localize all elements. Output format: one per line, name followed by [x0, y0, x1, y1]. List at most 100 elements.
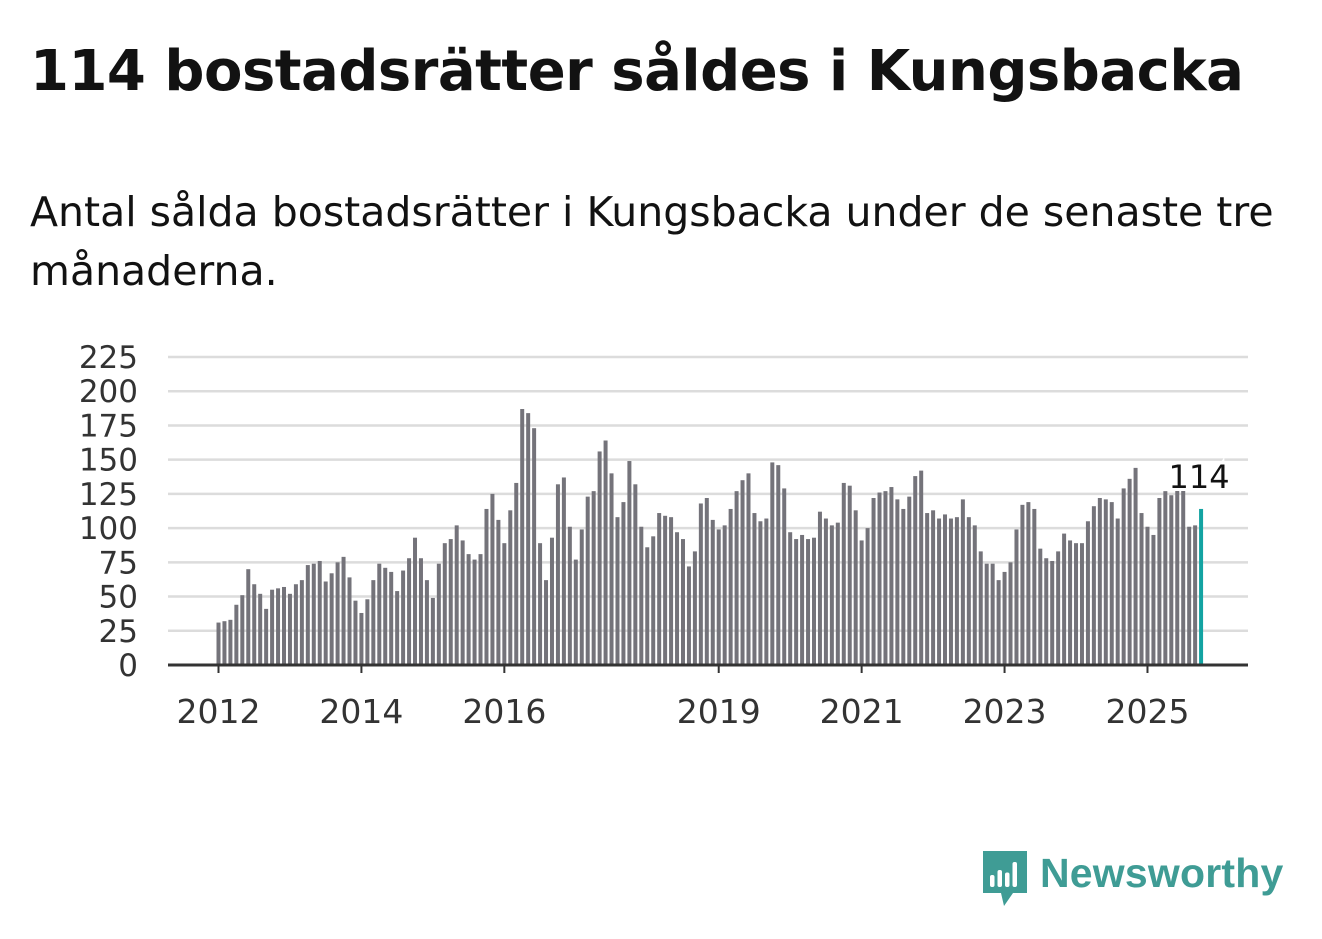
bar [365, 599, 370, 665]
bar [972, 525, 977, 665]
bar [1157, 497, 1162, 665]
bar [1127, 478, 1132, 665]
bar [401, 570, 406, 665]
bar [877, 492, 882, 665]
bar [1163, 491, 1168, 665]
bar [669, 517, 674, 665]
bar [454, 525, 459, 665]
bar [764, 518, 769, 665]
bar [615, 517, 620, 665]
bar [270, 589, 275, 665]
x-tick-label: 2025 [1105, 692, 1189, 731]
bar [1175, 488, 1180, 665]
bar [865, 528, 870, 665]
bar [919, 470, 924, 665]
bar [264, 608, 269, 665]
bar [276, 588, 281, 665]
bar [246, 569, 251, 665]
bar [788, 532, 793, 665]
bar [794, 539, 799, 665]
bar [228, 619, 233, 665]
bar [1002, 571, 1007, 665]
bar [1026, 502, 1031, 665]
bar [478, 554, 483, 665]
bar [627, 461, 632, 665]
bar [1097, 497, 1102, 665]
bar [424, 580, 429, 665]
value-labels: 114 [1166, 455, 1233, 499]
chart-subtitle: Antal sålda bostadsrätter i Kungsbacka u… [30, 188, 1274, 295]
bar [377, 563, 382, 665]
bar [252, 584, 257, 665]
bar [561, 477, 566, 665]
bar [520, 409, 525, 665]
bar [490, 493, 495, 665]
bar [407, 558, 412, 665]
bar [984, 563, 989, 665]
bar [948, 518, 953, 665]
bar [645, 547, 650, 665]
bar [549, 537, 554, 665]
bar [960, 499, 965, 665]
bar [829, 525, 834, 665]
bar [1038, 548, 1043, 665]
newsworthy-logo-icon [983, 851, 1027, 906]
x-tick-label: 2014 [319, 692, 403, 731]
bar [597, 451, 602, 665]
bar [579, 529, 584, 665]
value-label: 114 [1169, 458, 1230, 496]
bar [692, 551, 697, 665]
bar [591, 491, 596, 665]
bar [359, 612, 364, 665]
bar [1020, 504, 1025, 665]
bar [698, 503, 703, 665]
bar [216, 622, 221, 665]
bar [234, 604, 239, 665]
bar [710, 519, 715, 665]
bar [395, 591, 400, 665]
bar [1139, 513, 1144, 665]
bar [996, 580, 1001, 665]
y-tick-label: 25 [99, 614, 138, 650]
bar [240, 595, 245, 665]
bar [704, 497, 709, 665]
bar [1109, 502, 1114, 665]
bar [371, 580, 376, 665]
y-tick-label: 0 [118, 648, 138, 684]
bar [823, 518, 828, 665]
y-tick-label: 125 [79, 477, 138, 513]
bar [1121, 488, 1126, 665]
bar [853, 510, 858, 665]
bars [216, 409, 1204, 665]
bar [258, 593, 263, 665]
bar [841, 482, 846, 665]
bar [460, 540, 465, 665]
bar [746, 473, 751, 665]
bar [895, 499, 900, 665]
bar [573, 559, 578, 665]
bar [1044, 558, 1049, 665]
bar [317, 560, 322, 665]
bar [222, 621, 227, 665]
bar [728, 508, 733, 665]
bar [1008, 562, 1013, 665]
bar [1151, 534, 1156, 665]
bar [323, 581, 328, 665]
y-tick-label: 200 [79, 374, 138, 410]
bar [1032, 508, 1037, 665]
bar [871, 497, 876, 665]
bar [925, 513, 930, 665]
bar [633, 484, 638, 665]
bar [657, 513, 662, 665]
bar [847, 485, 852, 665]
bar [1091, 506, 1096, 665]
bar [335, 562, 340, 665]
bar [675, 532, 680, 665]
bar [282, 586, 287, 665]
bar [782, 488, 787, 665]
bar [1014, 529, 1019, 665]
bar [907, 496, 912, 665]
bar [663, 515, 668, 665]
bar [752, 513, 757, 665]
